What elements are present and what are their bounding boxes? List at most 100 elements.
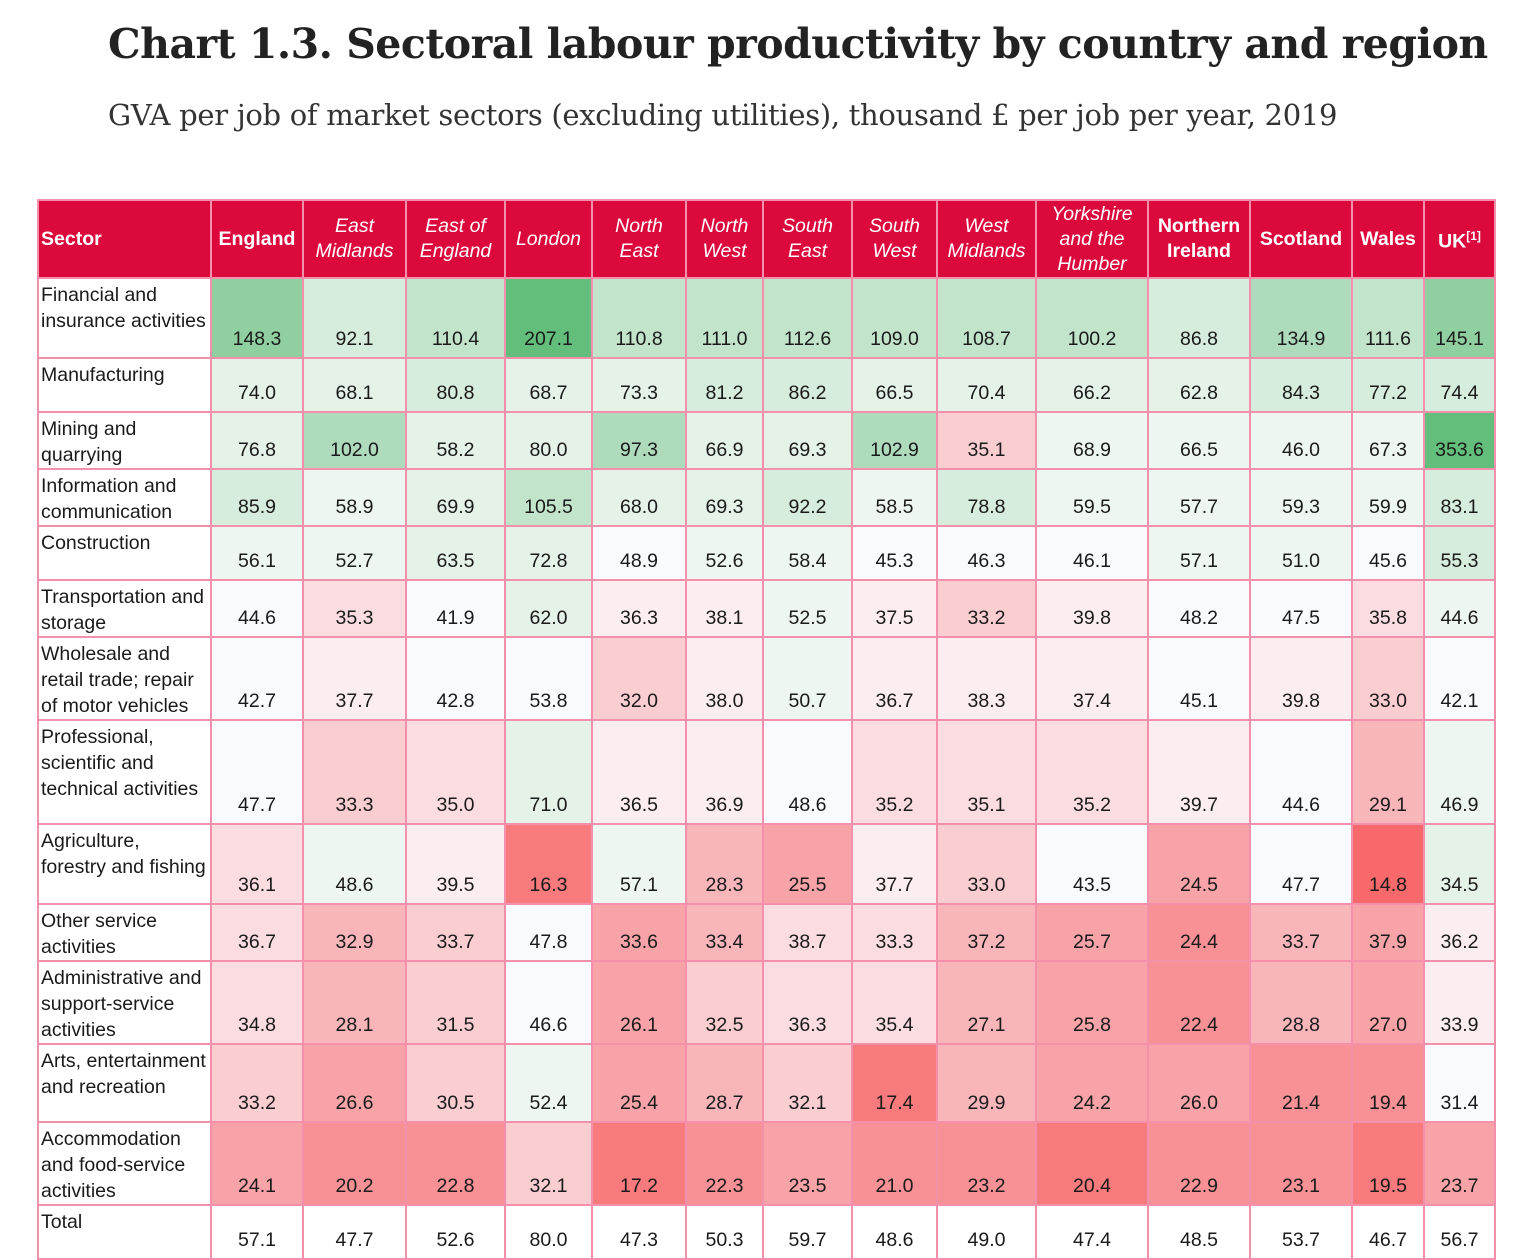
- heatmap-cell: 21.0: [851, 1121, 938, 1206]
- heatmap-cell: 22.3: [685, 1121, 764, 1206]
- heatmap-cell: 24.5: [1147, 823, 1251, 905]
- heatmap-cell: 86.8: [1147, 277, 1251, 359]
- heatmap-cell: 55.3: [1423, 525, 1496, 581]
- heatmap-cell: 35.0: [405, 719, 506, 825]
- heatmap-cell: 66.2: [1035, 357, 1149, 413]
- heatmap-cell: 66.5: [851, 357, 938, 413]
- column-header: England: [210, 199, 304, 279]
- heatmap-cell: 52.7: [302, 525, 407, 581]
- heatmap-cell: 38.3: [936, 636, 1037, 721]
- heatmap-cell: 14.8: [1351, 823, 1425, 905]
- heatmap-cell: 105.5: [504, 468, 593, 527]
- heatmap-cell: 47.8: [504, 903, 593, 962]
- heatmap-cell: 110.4: [405, 277, 506, 359]
- sector-label: Information and communication: [37, 468, 212, 527]
- heatmap-cell: 47.4: [1035, 1204, 1149, 1260]
- heatmap-cell: 28.1: [302, 960, 407, 1045]
- heatmap-cell: 28.8: [1249, 960, 1353, 1045]
- heatmap-cell: 71.0: [504, 719, 593, 825]
- heatmap-cell: 38.0: [685, 636, 764, 721]
- heatmap-cell: 46.9: [1423, 719, 1496, 825]
- heatmap-cell: 43.5: [1035, 823, 1149, 905]
- table-row: Construction 56.1 52.7 63.5 72.8 48.9 52.6 58.4…: [37, 525, 1496, 581]
- heatmap-cell: 36.7: [210, 903, 304, 962]
- heatmap-cell: 84.3: [1249, 357, 1353, 413]
- column-header-label: England: [218, 227, 296, 250]
- column-header: East of England: [405, 199, 506, 279]
- heatmap-cell: 23.5: [762, 1121, 853, 1206]
- heatmap-cell: 49.0: [936, 1204, 1037, 1260]
- heatmap-cell: 110.8: [591, 277, 687, 359]
- heatmap-cell: 42.1: [1423, 636, 1496, 721]
- heatmap-cell: 47.7: [302, 1204, 407, 1260]
- table-row: Administrative and support-service activ…: [37, 960, 1496, 1045]
- heatmap-cell: 148.3: [210, 277, 304, 359]
- column-header-label: North West: [700, 215, 749, 262]
- heatmap-cell: 47.3: [591, 1204, 687, 1260]
- column-header: North West: [685, 199, 764, 279]
- column-header: East Midlands: [302, 199, 407, 279]
- heatmap-cell: 22.4: [1147, 960, 1251, 1045]
- footnote-marker: [1]: [1466, 228, 1481, 243]
- heatmap-cell: 19.4: [1351, 1043, 1425, 1123]
- heatmap-cell: 70.4: [936, 357, 1037, 413]
- column-header: London: [504, 199, 593, 279]
- heatmap-cell: 16.3: [504, 823, 593, 905]
- column-header-label: Wales: [1360, 227, 1416, 250]
- heatmap-cell: 36.3: [591, 579, 687, 638]
- heatmap-cell: 25.4: [591, 1043, 687, 1123]
- column-header: Scotland: [1249, 199, 1353, 279]
- heatmap-cell: 72.8: [504, 525, 593, 581]
- heatmap-cell: 38.7: [762, 903, 853, 962]
- heatmap-cell: 111.0: [685, 277, 764, 359]
- heatmap-cell: 46.1: [1035, 525, 1149, 581]
- heatmap-cell: 57.1: [591, 823, 687, 905]
- table-row: Financial and insurance activities 148.3 9…: [37, 277, 1496, 359]
- heatmap-cell: 353.6: [1423, 411, 1496, 470]
- heatmap-cell: 108.7: [936, 277, 1037, 359]
- heatmap-cell: 33.3: [851, 903, 938, 962]
- heatmap-cell: 68.9: [1035, 411, 1149, 470]
- heatmap-cell: 24.4: [1147, 903, 1251, 962]
- table-row: Total 57.1 47.7 52.6 80.0 47.3 50.3 59.7 48.6 49.…: [37, 1204, 1496, 1260]
- heatmap-cell: 92.1: [302, 277, 407, 359]
- heatmap-cell: 39.5: [405, 823, 506, 905]
- heatmap-cell: 31.5: [405, 960, 506, 1045]
- heatmap-cell: 102.0: [302, 411, 407, 470]
- column-header-label: Scotland: [1259, 227, 1343, 250]
- heatmap-cell: 29.9: [936, 1043, 1037, 1123]
- heatmap-cell: 52.4: [504, 1043, 593, 1123]
- heatmap-cell: 33.4: [685, 903, 764, 962]
- column-header-label: South West: [869, 215, 920, 262]
- column-header: Northern Ireland: [1147, 199, 1251, 279]
- sector-label: Transportation and storage: [37, 579, 212, 638]
- heatmap-cell: 37.7: [302, 636, 407, 721]
- heatmap-cell: 78.8: [936, 468, 1037, 527]
- heatmap-cell: 56.1: [210, 525, 304, 581]
- column-header: South West: [851, 199, 938, 279]
- heatmap-cell: 48.2: [1147, 579, 1251, 638]
- heatmap-cell: 26.6: [302, 1043, 407, 1123]
- heatmap-cell: 37.7: [851, 823, 938, 905]
- heatmap-cell: 32.5: [685, 960, 764, 1045]
- heatmap-cell: 47.7: [210, 719, 304, 825]
- table-row: Transportation and storage 44.6 35.3 41.9 62…: [37, 579, 1496, 638]
- heatmap-cell: 112.6: [762, 277, 853, 359]
- heatmap-cell: 46.6: [504, 960, 593, 1045]
- heatmap-cell: 35.2: [851, 719, 938, 825]
- heatmap-cell: 80.0: [504, 411, 593, 470]
- heatmap-cell: 42.8: [405, 636, 506, 721]
- heatmap-cell: 47.7: [1249, 823, 1353, 905]
- table-row: Mining and quarrying 76.8 102.0 58.2 80.0 97.…: [37, 411, 1496, 470]
- heatmap-cell: 58.9: [302, 468, 407, 527]
- column-header-label: West Midlands: [947, 215, 1026, 262]
- heatmap-cell: 28.3: [685, 823, 764, 905]
- heatmap-cell: 21.4: [1249, 1043, 1353, 1123]
- heatmap-cell: 38.1: [685, 579, 764, 638]
- table-row: Manufacturing 74.0 68.1 80.8 68.7 73.3 81.2 86.…: [37, 357, 1496, 413]
- heatmap-cell: 33.2: [936, 579, 1037, 638]
- heatmap-cell: 52.6: [405, 1204, 506, 1260]
- column-header: West Midlands: [936, 199, 1037, 279]
- heatmap-cell: 100.2: [1035, 277, 1149, 359]
- heatmap-cell: 74.0: [210, 357, 304, 413]
